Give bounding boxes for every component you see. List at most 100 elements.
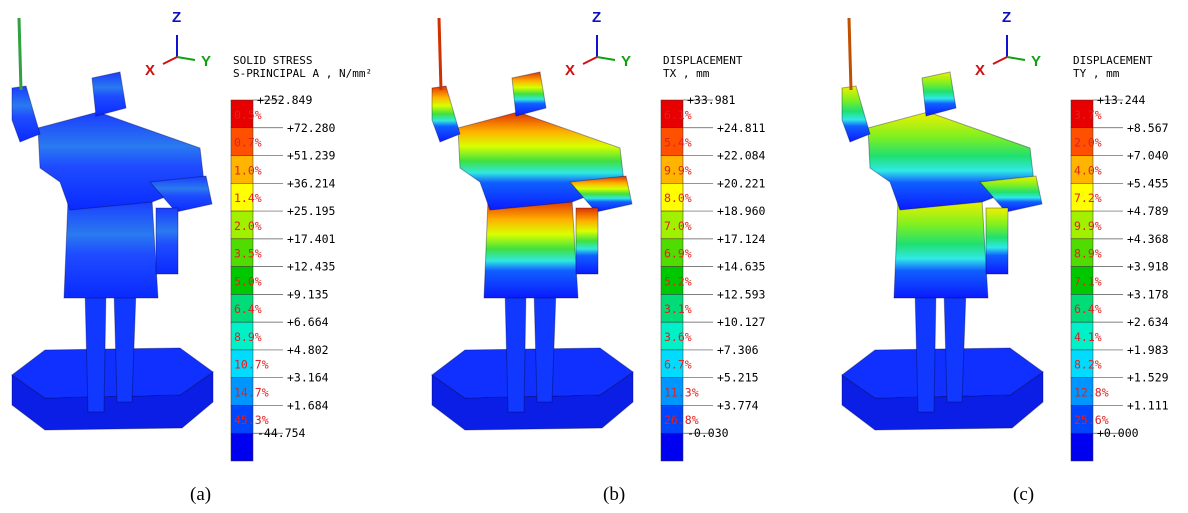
legend-level: +1.529	[1127, 371, 1169, 385]
legend-level: +20.221	[717, 176, 766, 190]
axis-y-label: Y	[1031, 53, 1041, 70]
axis-y-label: Y	[201, 53, 211, 70]
axis-z-label: Z	[172, 9, 181, 26]
legend-level: +3.178	[1127, 287, 1169, 301]
legend-level: +7.040	[1127, 149, 1169, 163]
legend-level: +36.214	[287, 176, 336, 190]
legend-level: +4.802	[287, 343, 329, 357]
legend-level: +252.849	[257, 93, 312, 107]
statue-skirt	[484, 200, 578, 298]
legend-level: +12.593	[717, 287, 766, 301]
legend-level: +6.664	[287, 315, 329, 329]
statue	[432, 18, 633, 430]
axis-y-label: Y	[621, 53, 631, 70]
legend-percent: 0.5%	[234, 108, 262, 122]
axis-z-label: Z	[1002, 9, 1011, 26]
legend-level: +22.084	[717, 149, 766, 163]
legend-level: +17.124	[717, 232, 766, 246]
legend-percent: 6.7%	[664, 358, 692, 372]
legend-percent: 11.3%	[664, 385, 699, 399]
legend-percent: 6.1%	[664, 108, 692, 122]
caption: (a)	[190, 484, 211, 505]
legend-level: +13.244	[1097, 93, 1146, 107]
statue-hand	[576, 208, 598, 274]
axis-x	[163, 57, 177, 64]
caption: (b)	[603, 484, 625, 505]
statue-leg	[915, 290, 936, 412]
legend-percent: 6.4%	[1074, 302, 1102, 316]
statue-leg	[505, 290, 526, 412]
statue	[842, 18, 1043, 430]
legend-level: +8.567	[1127, 121, 1169, 135]
statue-head	[922, 72, 956, 116]
caption: (c)	[1013, 484, 1034, 505]
legend-percent: 9.9%	[664, 163, 692, 177]
legend-title: TY , mm	[1073, 67, 1120, 80]
statue	[12, 18, 213, 430]
legend-percent: 0.7%	[234, 136, 262, 150]
legend-level: +1.111	[1127, 398, 1169, 412]
legend-percent: 7.2%	[1074, 191, 1102, 205]
axis-y	[597, 57, 615, 60]
legend-percent: 14.7%	[234, 385, 269, 399]
statue-staff	[19, 18, 21, 90]
legend-level: +3.164	[287, 371, 329, 385]
legend-title: S-PRINCIPAL A , N/mm²	[233, 67, 372, 80]
legend-level: +17.401	[287, 232, 336, 246]
legend-level: +3.918	[1127, 260, 1169, 274]
statue-skirt	[64, 200, 158, 298]
statue-leg	[114, 290, 136, 402]
statue-hand	[986, 208, 1008, 274]
legend-level: -44.754	[257, 426, 306, 440]
legend-percent: 3.5%	[234, 247, 262, 261]
legend-percent: 7.1%	[1074, 274, 1102, 288]
legend-title: DISPLACEMENT	[663, 54, 743, 67]
legend-level: +51.239	[287, 149, 336, 163]
legend-level: +18.960	[717, 204, 766, 218]
axis-x	[993, 57, 1007, 64]
legend-level: +0.000	[1097, 426, 1139, 440]
legend-percent: 4.1%	[1074, 330, 1102, 344]
legend-band	[1071, 433, 1093, 461]
legend-level: +72.280	[287, 121, 336, 135]
legend-percent: 1.4%	[234, 191, 262, 205]
statue-raised-arm	[842, 86, 870, 142]
statue-raised-arm	[12, 86, 40, 142]
legend-level: +5.455	[1127, 176, 1169, 190]
legend-level: -0.030	[687, 426, 729, 440]
legend-level: +4.368	[1127, 232, 1169, 246]
legend-percent: 12.8%	[1074, 385, 1109, 399]
legend-title: TX , mm	[663, 67, 710, 80]
axis-y	[177, 57, 195, 60]
legend-title: SOLID STRESS	[233, 54, 312, 67]
legend-percent: 6.9%	[664, 247, 692, 261]
legend-percent: 2.0%	[234, 219, 262, 233]
statue-head	[512, 72, 546, 116]
legend-band	[661, 433, 683, 461]
legend-level: +10.127	[717, 315, 766, 329]
axis-x-label: X	[565, 62, 575, 79]
legend-level: +9.135	[287, 287, 329, 301]
legend-percent: 26.8%	[664, 413, 699, 427]
statue-skirt	[894, 200, 988, 298]
legend-percent: 8.0%	[664, 191, 692, 205]
legend-level: +25.195	[287, 204, 335, 218]
legend-level: +24.811	[717, 121, 766, 135]
legend-percent: 4.0%	[1074, 163, 1102, 177]
legend-percent: 3.6%	[664, 330, 692, 344]
legend-level: +4.789	[1127, 204, 1169, 218]
legend-percent: 5.4%	[664, 136, 692, 150]
legend-percent: 25.6%	[1074, 413, 1109, 427]
legend-percent: 7.0%	[664, 219, 692, 233]
statue-head	[92, 72, 126, 116]
legend-percent: 1.0%	[234, 163, 262, 177]
axis-x	[583, 57, 597, 64]
statue-staff	[439, 18, 441, 90]
legend-level: +12.435	[287, 260, 335, 274]
legend-level: +1.983	[1127, 343, 1169, 357]
legend-title: DISPLACEMENT	[1073, 54, 1153, 67]
legend-level: +1.684	[287, 398, 329, 412]
statue-hand	[156, 208, 178, 274]
statue-base-top	[842, 348, 1043, 398]
statue-leg	[85, 290, 106, 412]
